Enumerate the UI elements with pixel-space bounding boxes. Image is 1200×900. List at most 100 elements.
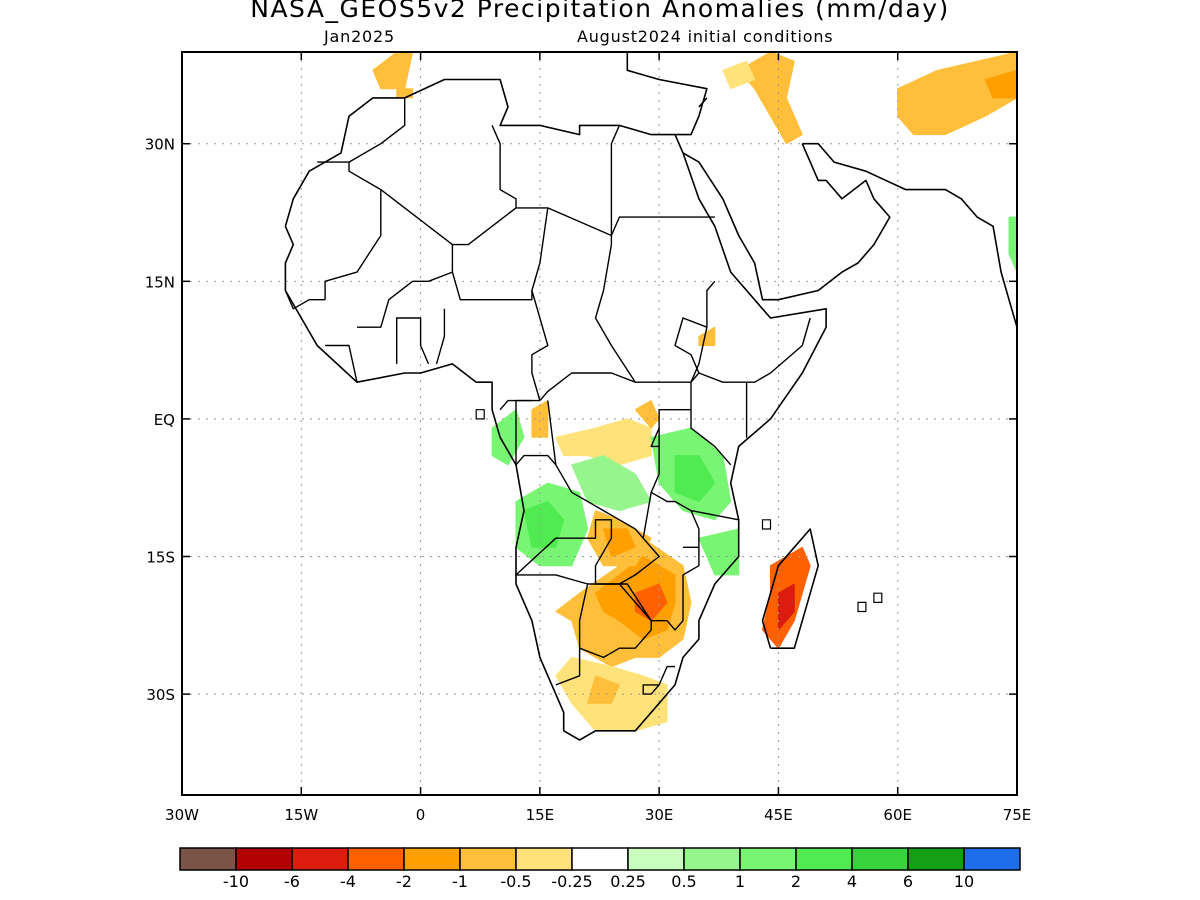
border-3 xyxy=(357,244,454,328)
coastline-1 xyxy=(761,528,820,650)
anomaly-patch-25 xyxy=(698,326,716,346)
border-4 xyxy=(451,271,533,301)
colorbar-label-5: -0.5 xyxy=(500,872,531,891)
map-title: NASA_GEOS5v2 Precipitation Anomalies (mm… xyxy=(250,0,950,23)
anomaly-patch-22 xyxy=(897,52,1017,136)
gridlines xyxy=(182,52,1017,795)
lon-tick-label-1: 15W xyxy=(284,806,318,824)
lat-tick-label-3: 15S xyxy=(146,549,175,567)
lat-tick-label-2: EQ xyxy=(154,411,175,429)
border-20 xyxy=(515,492,660,585)
border-5 xyxy=(516,207,613,245)
forecast-month-label: Jan2025 xyxy=(324,27,395,46)
colorbar-swatch-11 xyxy=(795,847,853,871)
colorbar-label-12: 6 xyxy=(903,872,913,891)
border-13 xyxy=(698,317,811,383)
coastline-5 xyxy=(698,97,708,108)
plot-frame xyxy=(181,51,1018,796)
border-26 xyxy=(547,400,644,539)
island-1 xyxy=(873,592,883,604)
border-12 xyxy=(674,317,708,374)
anomaly-patch-21 xyxy=(722,60,756,90)
anomaly-patch-11 xyxy=(523,501,565,548)
border-31 xyxy=(284,290,326,310)
anomaly-patch-9 xyxy=(531,400,549,438)
colorbar-label-7: 0.25 xyxy=(610,872,646,891)
colorbar-label-6: -0.25 xyxy=(551,872,592,891)
colorbar-label-0: -10 xyxy=(223,872,249,891)
coastlines-layer xyxy=(284,52,1017,741)
island-0 xyxy=(857,601,867,613)
lat-tick-label-4: 30S xyxy=(146,686,175,704)
anomaly-patch-18 xyxy=(777,583,795,631)
border-1 xyxy=(348,97,406,163)
coastline-4 xyxy=(802,142,1017,328)
lat-tick-label-1: 15N xyxy=(145,273,175,291)
colorbar-swatch-13 xyxy=(907,847,965,871)
axis-ticks: 30W 15W 0 15E 30E 45E 60E 75E 30N 15N EQ 15S 30S xyxy=(145,52,1032,824)
initial-conditions-label: August2024 initial conditions xyxy=(577,27,834,46)
border-6 xyxy=(531,207,549,401)
coastline-2 xyxy=(626,52,708,136)
anomaly-patch-23 xyxy=(984,69,1017,99)
border-19 xyxy=(666,547,700,631)
colorbar-swatch-7 xyxy=(571,847,629,871)
colorbar-swatch-10 xyxy=(739,847,797,871)
lat-tick-label-0: 30N xyxy=(145,136,175,154)
colorbar-label-1: -6 xyxy=(284,872,300,891)
border-7 xyxy=(610,125,621,236)
coastline-3 xyxy=(682,143,891,301)
border-2 xyxy=(380,125,517,246)
colorbar-swatch-6 xyxy=(515,847,573,871)
coastline-0 xyxy=(284,78,827,741)
border-18 xyxy=(690,509,739,521)
country-borders-layer xyxy=(284,97,811,695)
island-2 xyxy=(761,519,772,530)
border-16 xyxy=(690,409,732,466)
anomaly-patch-19 xyxy=(372,52,414,90)
colorbar-label-11: 4 xyxy=(847,872,857,891)
colorbar: -10 -6 -4 -2 -1 -0.5 -0.25 0.25 0.5 1 2 4 6 10 xyxy=(179,847,1021,891)
colorbar-swatch-1 xyxy=(235,847,293,871)
anomaly-patch-24 xyxy=(1008,216,1017,273)
border-0 xyxy=(317,161,382,300)
colorbar-label-13: 10 xyxy=(954,872,974,891)
colorbar-label-8: 0.5 xyxy=(671,872,696,891)
border-22 xyxy=(587,583,668,622)
colorbar-label-2: -4 xyxy=(340,872,356,891)
colorbar-swatch-3 xyxy=(347,847,405,871)
anomaly-patch-7 xyxy=(555,418,652,466)
colorbar-label-9: 1 xyxy=(735,872,745,891)
lon-tick-label-6: 60E xyxy=(883,806,912,824)
border-29 xyxy=(396,317,430,365)
anomaly-patches-layer xyxy=(372,52,1017,732)
anomaly-patch-16 xyxy=(491,409,525,466)
lon-tick-label-5: 45E xyxy=(764,806,793,824)
border-10 xyxy=(539,372,636,402)
border-23 xyxy=(579,583,652,659)
anomaly-patch-14 xyxy=(674,455,716,502)
island-3 xyxy=(475,409,485,420)
colorbar-label-4: -1 xyxy=(452,872,468,891)
border-21 xyxy=(516,574,589,686)
lon-tick-label-0: 30W xyxy=(165,806,199,824)
colorbar-swatch-12 xyxy=(851,847,909,871)
border-8 xyxy=(610,216,715,236)
lon-tick-label-3: 15E xyxy=(526,806,555,824)
colorbar-swatch-2 xyxy=(291,847,349,871)
colorbar-swatch-4 xyxy=(403,847,461,871)
lon-tick-label-7: 75E xyxy=(1003,806,1032,824)
colorbar-swatch-5 xyxy=(459,847,517,871)
lon-tick-label-4: 30E xyxy=(645,806,674,824)
border-24 xyxy=(642,665,675,695)
border-17 xyxy=(650,428,700,548)
colorbar-swatch-14 xyxy=(963,847,1021,871)
colorbar-swatch-8 xyxy=(627,847,685,871)
border-15 xyxy=(650,382,692,448)
colorbar-swatch-9 xyxy=(683,847,741,871)
border-32 xyxy=(515,399,540,465)
border-9 xyxy=(594,244,700,383)
anomaly-patch-12 xyxy=(571,455,652,512)
colorbar-swatch-0 xyxy=(179,847,237,871)
